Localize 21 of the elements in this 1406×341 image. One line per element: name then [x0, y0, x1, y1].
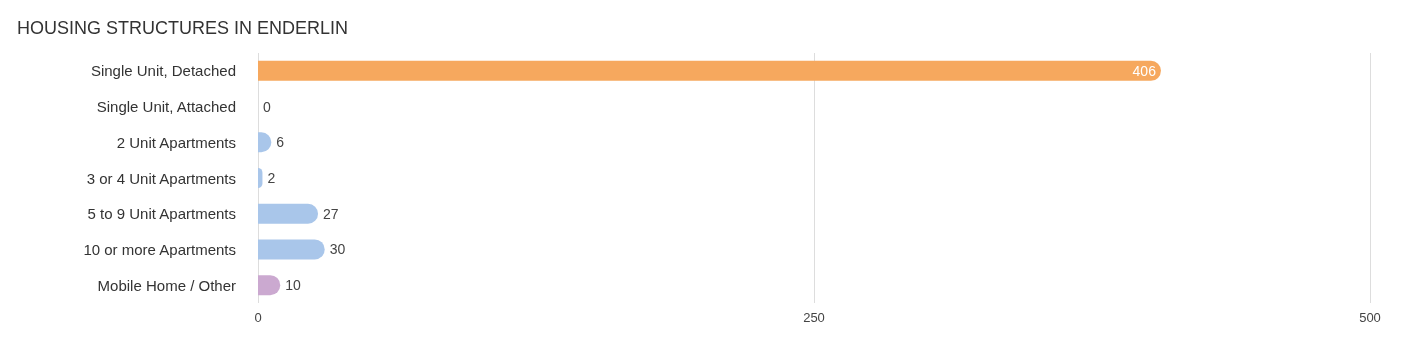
- y-tick-label: 3 or 4 Unit Apartments: [86, 169, 236, 187]
- y-tick-label: Mobile Home / Other: [97, 276, 236, 294]
- bar: [258, 239, 325, 260]
- data-label: 406: [1132, 62, 1157, 79]
- x-tick-label: 0: [254, 310, 262, 325]
- x-tick-label: 250: [803, 310, 825, 325]
- x-tick-label: 500: [1359, 310, 1381, 325]
- bar: [258, 203, 319, 224]
- data-label: 6: [276, 134, 285, 151]
- data-label: 0: [263, 98, 271, 115]
- chart-title: HOUSING STRUCTURES IN ENDERLIN: [17, 18, 349, 38]
- data-label: 30: [329, 241, 346, 258]
- y-tick-label: Single Unit, Detached: [90, 62, 236, 80]
- y-tick-label: 10 or more Apartments: [83, 240, 236, 258]
- data-label: 10: [285, 277, 302, 294]
- data-label: 2: [267, 170, 276, 186]
- bar: [258, 60, 1161, 81]
- y-tick-label: 5 to 9 Unit Apartments: [87, 205, 236, 223]
- data-label: 27: [323, 205, 339, 222]
- y-tick-label: 2 Unit Apartments: [116, 133, 236, 151]
- y-tick-label: Single Unit, Attached: [96, 98, 236, 116]
